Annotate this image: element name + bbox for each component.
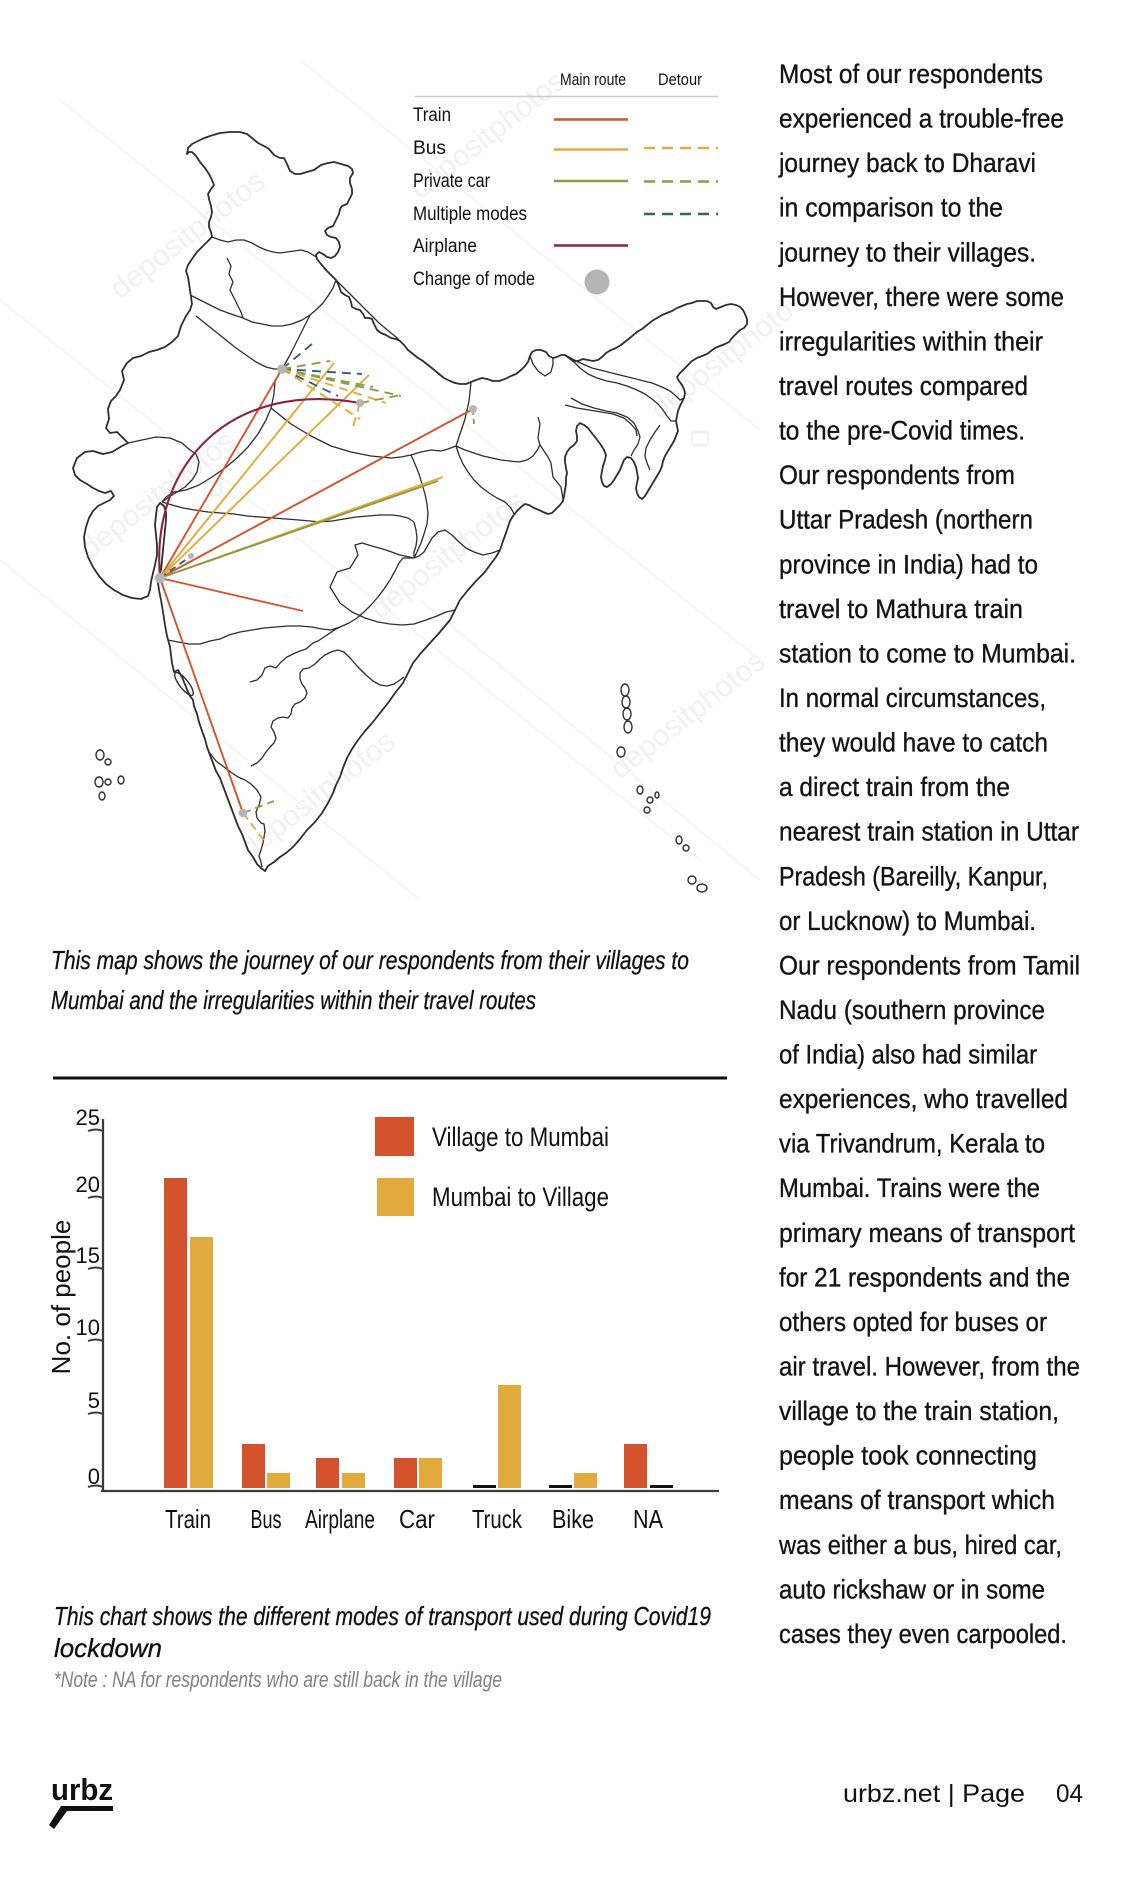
svg-text:experienced a trouble-free: experienced a trouble-free bbox=[779, 104, 1064, 134]
svg-text:means of transport which: means of transport which bbox=[779, 1485, 1055, 1515]
svg-text:was either a bus, hired car,: was either a bus, hired car, bbox=[778, 1530, 1062, 1560]
svg-text:However, there were some: However, there were some bbox=[779, 282, 1064, 312]
svg-text:10: 10 bbox=[76, 1315, 100, 1340]
svg-text:journey to their villages.: journey to their villages. bbox=[778, 237, 1036, 267]
svg-text:experiences, who travelled: experiences, who travelled bbox=[779, 1084, 1068, 1114]
svg-text:air travel. However, from the: air travel. However, from the bbox=[779, 1352, 1080, 1382]
svg-text:Multiple modes: Multiple modes bbox=[413, 204, 527, 225]
svg-text:Mumbai to Village: Mumbai to Village bbox=[432, 1182, 609, 1212]
svg-text:Mumbai. Trains were the: Mumbai. Trains were the bbox=[779, 1173, 1040, 1203]
svg-text:Airplane: Airplane bbox=[305, 1504, 375, 1534]
svg-text:Uttar Pradesh (northern: Uttar Pradesh (northern bbox=[779, 505, 1033, 535]
svg-text:nearest train station in Uttar: nearest train station in Uttar bbox=[779, 817, 1079, 847]
svg-text:This chart shows the different: This chart shows the different modes of … bbox=[54, 1601, 711, 1631]
svg-text:Most of our respondents: Most of our respondents bbox=[779, 59, 1043, 89]
svg-text:to the pre-Covid times.: to the pre-Covid times. bbox=[779, 416, 1025, 446]
svg-text:a direct train from the: a direct train from the bbox=[779, 772, 1010, 802]
svg-text:cases they even carpooled.: cases they even carpooled. bbox=[779, 1619, 1067, 1649]
svg-text:Change of mode: Change of mode bbox=[413, 269, 535, 290]
svg-text:urbz.net | Page: urbz.net | Page bbox=[843, 1780, 1025, 1808]
svg-text:NA: NA bbox=[633, 1504, 664, 1534]
svg-text:travel routes compared: travel routes compared bbox=[779, 371, 1028, 401]
svg-text:Bus: Bus bbox=[413, 138, 446, 159]
svg-text:Main route: Main route bbox=[560, 70, 626, 89]
svg-text:Car: Car bbox=[399, 1504, 435, 1534]
svg-text:people took connecting: people took connecting bbox=[779, 1441, 1037, 1471]
svg-text:*Note : NA for respondents who: *Note : NA for respondents who are still… bbox=[54, 1667, 502, 1692]
svg-text:travel to Mathura train: travel to Mathura train bbox=[779, 594, 1023, 624]
svg-text:No. of people: No. of people bbox=[46, 1220, 76, 1375]
svg-text:Pradesh (Bareilly, Kanpur,: Pradesh (Bareilly, Kanpur, bbox=[779, 861, 1048, 891]
svg-text:5: 5 bbox=[88, 1388, 100, 1413]
svg-text:via Trivandrum, Kerala to: via Trivandrum, Kerala to bbox=[779, 1129, 1045, 1159]
svg-text:Detour: Detour bbox=[658, 70, 702, 89]
svg-text:Our respondents from Tamil: Our respondents from Tamil bbox=[779, 950, 1080, 980]
svg-text:Bike: Bike bbox=[552, 1504, 594, 1534]
svg-text:0: 0 bbox=[88, 1464, 100, 1489]
svg-text:04: 04 bbox=[1056, 1780, 1083, 1808]
svg-text:station to come to Mumbai.: station to come to Mumbai. bbox=[779, 638, 1076, 668]
svg-text:This map shows the journey of: This map shows the journey of our respon… bbox=[51, 945, 689, 975]
svg-text:in comparison to the: in comparison to the bbox=[779, 193, 1003, 223]
svg-text:for 21 respondents and the: for 21 respondents and the bbox=[779, 1262, 1070, 1292]
svg-text:or Lucknow) to Mumbai.: or Lucknow) to Mumbai. bbox=[779, 906, 1036, 936]
svg-text:Mumbai and the irregularities: Mumbai and the irregularities within the… bbox=[51, 985, 536, 1015]
svg-text:20: 20 bbox=[76, 1172, 100, 1197]
svg-text:journey back to Dharavi: journey back to Dharavi bbox=[778, 148, 1036, 178]
svg-text:Private car: Private car bbox=[413, 171, 491, 192]
svg-text:irregularities within their: irregularities within their bbox=[779, 326, 1043, 356]
svg-text:auto rickshaw or in some: auto rickshaw or in some bbox=[779, 1574, 1045, 1604]
svg-text:primary means of transport: primary means of transport bbox=[779, 1218, 1075, 1248]
svg-text:of India) also had similar: of India) also had similar bbox=[779, 1040, 1037, 1070]
svg-text:Truck: Truck bbox=[472, 1504, 523, 1534]
svg-text:urbz: urbz bbox=[51, 1772, 113, 1807]
svg-text:they would have to catch: they would have to catch bbox=[779, 728, 1048, 758]
svg-text:lockdown: lockdown bbox=[54, 1633, 162, 1663]
svg-text:Train: Train bbox=[413, 105, 451, 126]
svg-text:25: 25 bbox=[76, 1105, 100, 1130]
svg-text:Village to Mumbai: Village to Mumbai bbox=[432, 1122, 609, 1152]
svg-text:province in India) had to: province in India) had to bbox=[779, 549, 1038, 579]
svg-text:In normal circumstances,: In normal circumstances, bbox=[779, 683, 1046, 713]
svg-text:others opted for buses or: others opted for buses or bbox=[779, 1307, 1047, 1337]
svg-text:Airplane: Airplane bbox=[413, 236, 477, 257]
svg-text:Our respondents from: Our respondents from bbox=[779, 460, 1015, 490]
svg-text:15: 15 bbox=[76, 1243, 100, 1268]
svg-text:Train: Train bbox=[165, 1504, 211, 1534]
svg-text:Nadu (southern province: Nadu (southern province bbox=[779, 995, 1045, 1025]
svg-text:Bus: Bus bbox=[251, 1504, 282, 1534]
svg-text:village to the train station,: village to the train station, bbox=[779, 1396, 1059, 1426]
